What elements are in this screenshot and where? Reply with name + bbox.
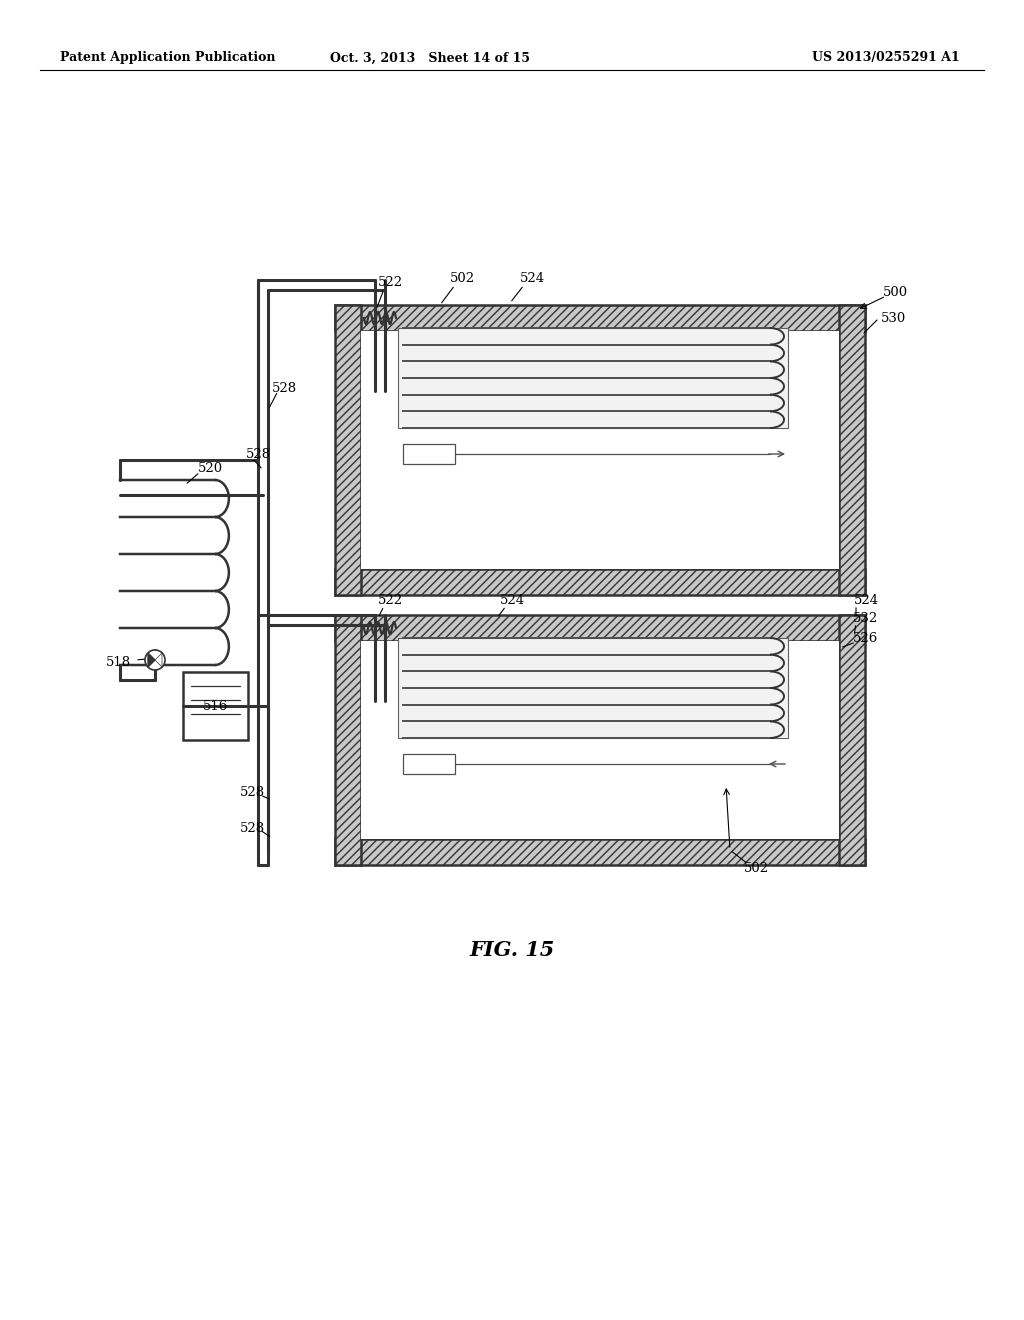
Text: 528: 528 [240,787,264,800]
Text: Oct. 3, 2013   Sheet 14 of 15: Oct. 3, 2013 Sheet 14 of 15 [330,51,530,65]
Text: 502: 502 [743,862,769,874]
Text: 530: 530 [881,312,905,325]
Bar [335,840,865,865]
Bar [335,305,865,331]
Text: 520: 520 [198,462,222,474]
Text: 532: 532 [853,611,879,624]
Bar [839,615,865,865]
Text: 500: 500 [883,286,907,300]
Text: 526: 526 [853,631,879,644]
Text: 524: 524 [853,594,879,606]
Polygon shape [148,653,155,667]
Bar [335,569,865,595]
Polygon shape [155,653,162,667]
Bar [335,615,865,642]
Bar [361,642,839,840]
Text: 528: 528 [240,821,264,834]
Text: 528: 528 [271,381,297,395]
Circle shape [145,649,165,671]
Bar [398,638,788,738]
Bar [335,305,361,595]
Text: FIG. 15: FIG. 15 [469,940,555,960]
Text: 522: 522 [378,594,402,607]
Bar [183,672,248,741]
Bar [403,444,455,465]
Bar [335,615,361,865]
Text: US 2013/0255291 A1: US 2013/0255291 A1 [812,51,961,65]
Text: 524: 524 [500,594,524,606]
Text: 522: 522 [378,276,402,289]
Bar [403,754,455,774]
Bar [398,327,788,428]
Text: 528: 528 [246,449,270,462]
Text: Patent Application Publication: Patent Application Publication [60,51,275,65]
Text: 516: 516 [204,700,228,713]
Text: 502: 502 [450,272,474,285]
Bar [839,305,865,595]
Bar [361,331,839,569]
Text: 518: 518 [105,656,131,669]
Text: 524: 524 [519,272,545,285]
